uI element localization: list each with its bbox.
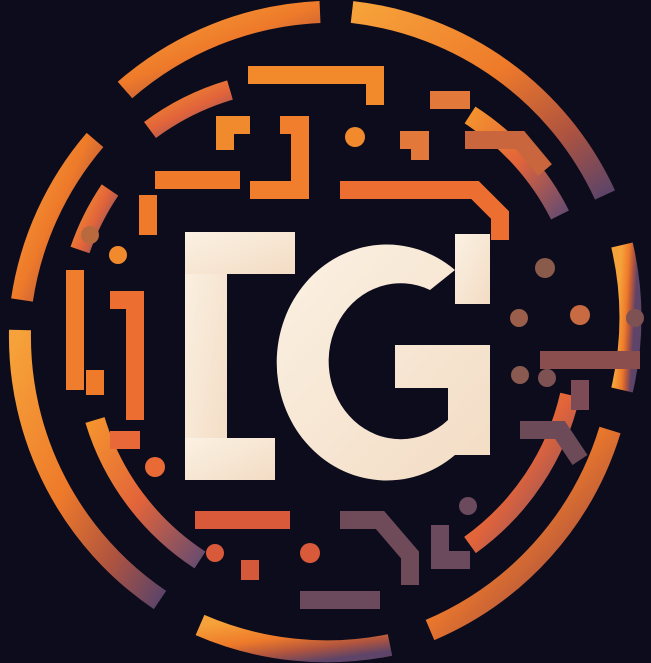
outer-ring bbox=[8, 1, 642, 663]
letter-l bbox=[185, 232, 295, 480]
circuit-traces bbox=[66, 66, 640, 609]
letter-g bbox=[276, 234, 490, 481]
circuit-nodes bbox=[81, 127, 644, 563]
inner-ring bbox=[70, 80, 580, 569]
